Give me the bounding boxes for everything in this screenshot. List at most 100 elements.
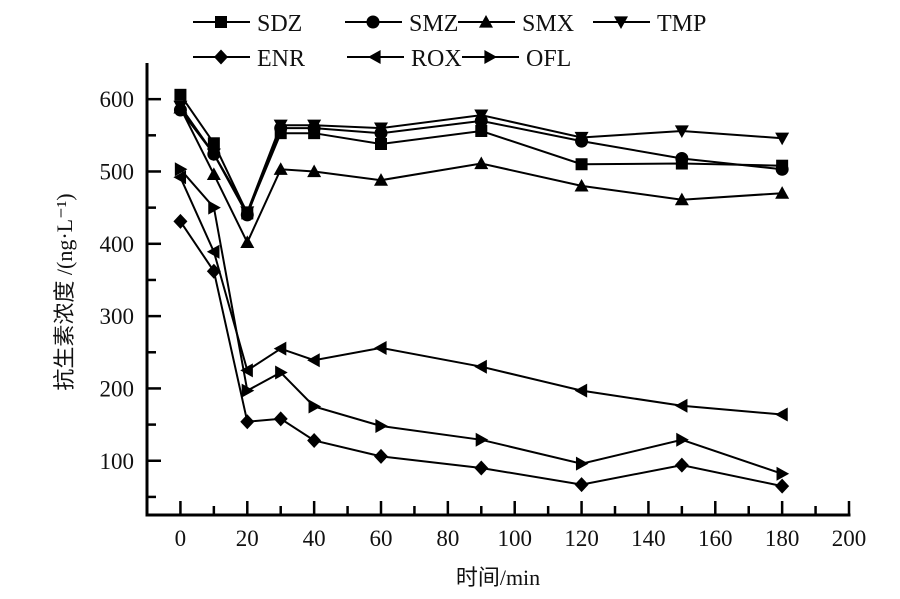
y-tick-label: 300 <box>100 304 135 329</box>
data-point-enr <box>775 478 790 494</box>
y-tick-label: 400 <box>100 232 135 257</box>
series-line-smx <box>179 107 783 245</box>
x-tick-label: 180 <box>765 526 800 551</box>
data-point-enr <box>674 457 689 473</box>
data-point-enr <box>173 213 188 229</box>
data-point-tmp <box>273 119 288 133</box>
x-tick-label: 100 <box>497 526 532 551</box>
data-point-sdz <box>174 88 187 101</box>
y-tick-label: 100 <box>100 449 135 474</box>
data-point-sdz <box>207 137 220 150</box>
data-point-ofl <box>475 432 489 447</box>
data-point-tmp <box>206 148 221 162</box>
series-tmp <box>173 100 790 219</box>
data-point-rox <box>240 363 253 378</box>
data-point-enr <box>474 460 489 476</box>
x-ticks: 0 20 40 60 80 100 120 140 160 180 200 <box>175 501 867 551</box>
data-point-rox <box>206 244 220 259</box>
data-point-ofl <box>241 383 255 398</box>
series-enr <box>173 213 790 494</box>
x-tick-label: 200 <box>832 526 867 551</box>
series-line-rox <box>179 176 783 416</box>
legend-label: SMX <box>522 11 574 37</box>
series-group <box>173 88 790 494</box>
data-point-smz <box>675 151 689 165</box>
legend-marker-enr <box>214 49 228 65</box>
y-tick-label: 600 <box>100 87 135 112</box>
series-line-sdz <box>179 94 783 216</box>
legend-item-enr: ENR <box>193 46 305 72</box>
data-point-tmp <box>674 125 689 138</box>
x-tick-label: 60 <box>370 526 393 551</box>
x-tick-label: 160 <box>698 526 733 551</box>
x-tick-label: 40 <box>303 526 326 551</box>
axes: 0 20 40 60 80 100 120 140 160 180 200 100 200 300 400… <box>100 63 867 551</box>
data-point-rox <box>374 340 387 355</box>
x-tick-label: 120 <box>564 526 599 551</box>
data-point-sdz <box>575 158 588 171</box>
data-point-smx <box>307 164 322 178</box>
series-line-enr <box>179 220 783 488</box>
data-point-rox <box>574 383 588 398</box>
legend: SDZ SMZ SMX TMP ENR ROX OFL <box>193 11 706 72</box>
legend-item-rox: ROX <box>347 46 462 72</box>
data-point-sdz <box>375 137 387 150</box>
data-point-smx <box>273 162 288 175</box>
data-point-ofl <box>776 466 790 481</box>
legend-item-smz: SMZ <box>345 11 458 37</box>
legend-label: OFL <box>526 46 571 72</box>
legend-marker-ofl <box>484 50 497 64</box>
legend-item-sdz: SDZ <box>193 11 302 37</box>
data-point-enr <box>273 411 288 427</box>
data-point-smx <box>240 235 255 248</box>
data-point-tmp <box>374 122 388 136</box>
legend-item-tmp: TMP <box>593 11 706 37</box>
series-line-ofl <box>179 168 783 475</box>
data-point-enr <box>307 433 322 449</box>
data-point-tmp <box>474 109 489 123</box>
series-ofl <box>174 162 790 481</box>
legend-label: SMZ <box>409 11 458 37</box>
data-point-ofl <box>174 162 188 177</box>
data-point-rox <box>674 398 688 413</box>
data-point-smx <box>374 173 388 186</box>
y-axis-title: 抗生素浓度 /(ng·L⁻¹) <box>52 193 77 390</box>
data-point-rox <box>307 353 320 368</box>
data-point-enr <box>374 448 388 464</box>
data-point-rox <box>273 341 287 356</box>
data-point-tmp <box>775 132 790 146</box>
data-point-tmp <box>574 131 589 145</box>
data-point-rox <box>775 407 788 422</box>
data-point-ofl <box>208 200 221 215</box>
series-line-tmp <box>179 105 783 215</box>
data-point-rox <box>474 359 487 374</box>
data-point-sdz <box>475 124 488 137</box>
data-point-ofl <box>676 432 689 447</box>
y-ticks: 100 200 300 400 500 600 <box>100 87 161 499</box>
x-tick-label: 140 <box>631 526 666 551</box>
legend-item-smx: SMX <box>458 11 574 37</box>
legend-marker-tmp <box>614 16 628 29</box>
data-point-tmp <box>173 100 188 114</box>
x-tick-label: 0 <box>175 526 187 551</box>
legend-item-ofl: OFL <box>462 46 571 72</box>
y-tick-label: 200 <box>100 376 135 401</box>
legend-marker-rox <box>368 50 381 64</box>
data-point-smx <box>674 192 689 206</box>
data-point-ofl <box>275 365 288 380</box>
legend-label: ROX <box>411 46 462 72</box>
data-point-enr <box>574 477 589 493</box>
x-tick-label: 80 <box>436 526 459 551</box>
data-point-rox <box>173 170 187 185</box>
data-point-smx <box>775 186 790 199</box>
legend-label: SDZ <box>257 11 302 37</box>
legend-marker-smx <box>479 15 493 28</box>
data-point-tmp <box>240 206 255 219</box>
legend-marker-smz <box>366 15 380 29</box>
data-point-ofl <box>575 456 589 471</box>
data-point-smx <box>206 167 221 180</box>
data-point-enr <box>240 414 255 430</box>
y-tick-label: 500 <box>100 159 135 184</box>
data-point-tmp <box>307 119 322 133</box>
